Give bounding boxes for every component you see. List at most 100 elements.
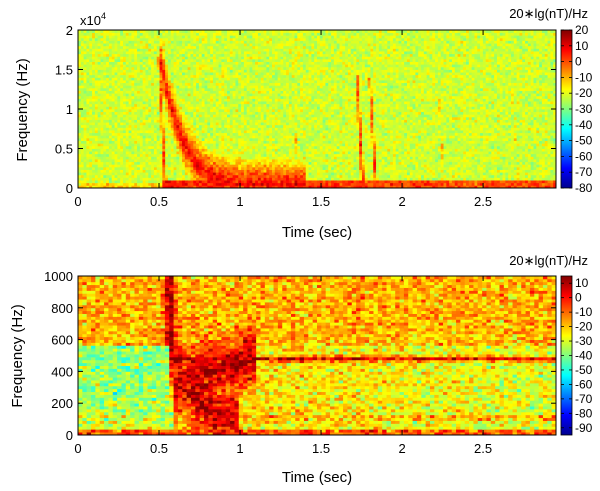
heatmap-cell (182, 64, 186, 68)
heatmap-cell (151, 45, 155, 49)
heatmap-cell (108, 101, 113, 105)
heatmap-cell (215, 153, 219, 157)
heatmap-cell (221, 37, 225, 41)
heatmap-cell (201, 95, 205, 99)
heatmap-cell (221, 166, 225, 170)
heatmap-cell (111, 103, 115, 107)
heatmap-cell (142, 66, 146, 70)
heatmap-cell (173, 172, 177, 176)
heatmap-cell (294, 72, 298, 76)
heatmap-cell (139, 40, 144, 44)
heatmap-cell (263, 132, 267, 136)
heatmap-cell (117, 174, 121, 178)
heatmap-cell (159, 130, 163, 134)
heatmap-cell (212, 69, 217, 73)
heatmap-cell (159, 48, 163, 52)
heatmap-cell (145, 137, 149, 141)
heatmap-cell (184, 127, 189, 131)
heatmap-cell (243, 122, 248, 126)
heatmap-cell (120, 85, 124, 89)
heatmap-cell (170, 51, 174, 55)
heatmap-cell (305, 119, 309, 123)
heatmap-cell (83, 174, 87, 178)
heatmap-cell (196, 137, 200, 141)
heatmap-cell (241, 116, 245, 120)
heatmap-cell (272, 35, 276, 39)
heatmap-cell (198, 127, 203, 131)
heatmap-cell (286, 111, 290, 115)
heatmap-cell (179, 69, 183, 73)
heatmap-cell (182, 132, 186, 136)
heatmap-cell (78, 87, 82, 91)
heatmap-cell (224, 180, 228, 184)
heatmap-cell (255, 103, 259, 107)
heatmap-cell (255, 153, 259, 157)
heatmap-cell (243, 132, 248, 136)
heatmap-cell (156, 151, 160, 155)
heatmap-cell (148, 48, 152, 52)
heatmap-cell (300, 106, 304, 110)
heatmap-cell (260, 48, 264, 52)
heatmap-cell (291, 185, 295, 189)
heatmap-cell (128, 35, 132, 39)
heatmap-cell (134, 174, 138, 178)
heatmap-cell (269, 151, 273, 155)
heatmap-cell (238, 37, 242, 41)
heatmap-cell (182, 159, 186, 163)
heatmap-cell (97, 30, 101, 34)
heatmap-cell (106, 66, 110, 70)
heatmap-cell (204, 111, 208, 115)
heatmap-cell (89, 164, 93, 168)
heatmap-cell (232, 153, 236, 157)
heatmap-cell (187, 166, 191, 170)
heatmap-cell (305, 93, 309, 97)
heatmap-cell (162, 64, 166, 68)
heatmap-cell (229, 35, 234, 39)
heatmap-cell (288, 143, 293, 147)
heatmap-cell (122, 172, 127, 176)
heatmap-cell (120, 66, 124, 70)
heatmap-cell (122, 35, 127, 39)
heatmap-cell (179, 164, 183, 168)
heatmap-cell (193, 156, 197, 160)
heatmap-cell (201, 145, 205, 149)
heatmap-cell (207, 169, 211, 173)
heatmap-cell (159, 61, 163, 65)
heatmap-cell (257, 137, 262, 141)
heatmap-cell (97, 64, 101, 68)
heatmap-cell (204, 177, 208, 181)
heatmap-cell (221, 130, 225, 134)
heatmap-cell (308, 48, 312, 52)
heatmap-cell (184, 185, 189, 189)
heatmap-cell (128, 45, 132, 49)
heatmap-cell (80, 148, 85, 152)
heatmap-cell (165, 153, 169, 157)
heatmap-cell (142, 177, 146, 181)
heatmap-cell (291, 64, 295, 68)
heatmap-cell (210, 103, 214, 107)
heatmap-cell (128, 119, 132, 123)
heatmap-cell (156, 82, 160, 86)
heatmap-cell (170, 116, 174, 120)
heatmap-cell (176, 77, 180, 81)
heatmap-cell (173, 35, 177, 39)
heatmap-cell (291, 109, 295, 113)
heatmap-cell (238, 35, 242, 39)
heatmap-cell (266, 122, 270, 126)
heatmap-cell (210, 124, 214, 128)
heatmap-cell (92, 116, 96, 120)
heatmap-cell (294, 185, 298, 189)
heatmap-cell (78, 130, 82, 134)
heatmap-cell (286, 48, 290, 52)
heatmap-cell (83, 130, 87, 134)
heatmap-cell (277, 109, 281, 113)
heatmap-cell (137, 95, 141, 99)
heatmap-cell (142, 40, 146, 44)
heatmap-cell (252, 66, 256, 70)
heatmap-cell (193, 185, 197, 189)
heatmap-cell (134, 101, 138, 105)
heatmap-cell (111, 114, 115, 118)
heatmap-cell (241, 135, 245, 139)
heatmap-cell (277, 127, 281, 131)
heatmap-cell (286, 58, 290, 62)
